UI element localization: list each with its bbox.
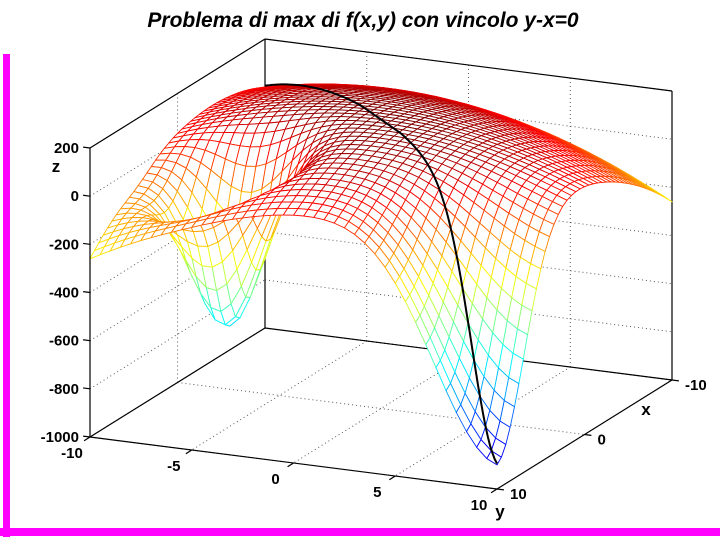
z-axis-label: z [52,157,61,176]
y-tick-label: 0 [271,471,279,488]
z-tick-label: -800 [49,381,79,398]
bottom-accent-line [0,528,720,536]
y-tick-label: 10 [471,497,488,514]
axes-lines-ticks [83,146,679,494]
x-tick-label: 10 [510,486,527,503]
left-accent-line [3,54,10,537]
constraint-line-y-equals-x [264,83,498,464]
axis-tick-labels: 2000-200-400-600-800-1000-10-50510100-10… [41,140,707,521]
y-tick-label: -10 [61,445,83,462]
z-tick-label: -1000 [41,429,79,446]
constraint-curve [264,83,498,464]
x-tick-label: 0 [598,432,606,449]
y-tick-label: 5 [373,484,381,501]
z-tick-label: -600 [49,333,79,350]
z-tick-label: -200 [49,236,79,253]
surface-mesh [89,83,673,466]
z-tick-label: 0 [71,188,79,205]
x-tick-label: -10 [685,377,707,394]
z-tick-label: 200 [54,140,79,157]
x-axis-label: x [641,400,651,419]
chart-title: Problema di max di f(x,y) con vincolo y-… [147,9,579,32]
y-tick-label: -5 [167,458,180,475]
y-axis-label: y [495,502,505,521]
z-tick-label: -400 [49,285,79,302]
